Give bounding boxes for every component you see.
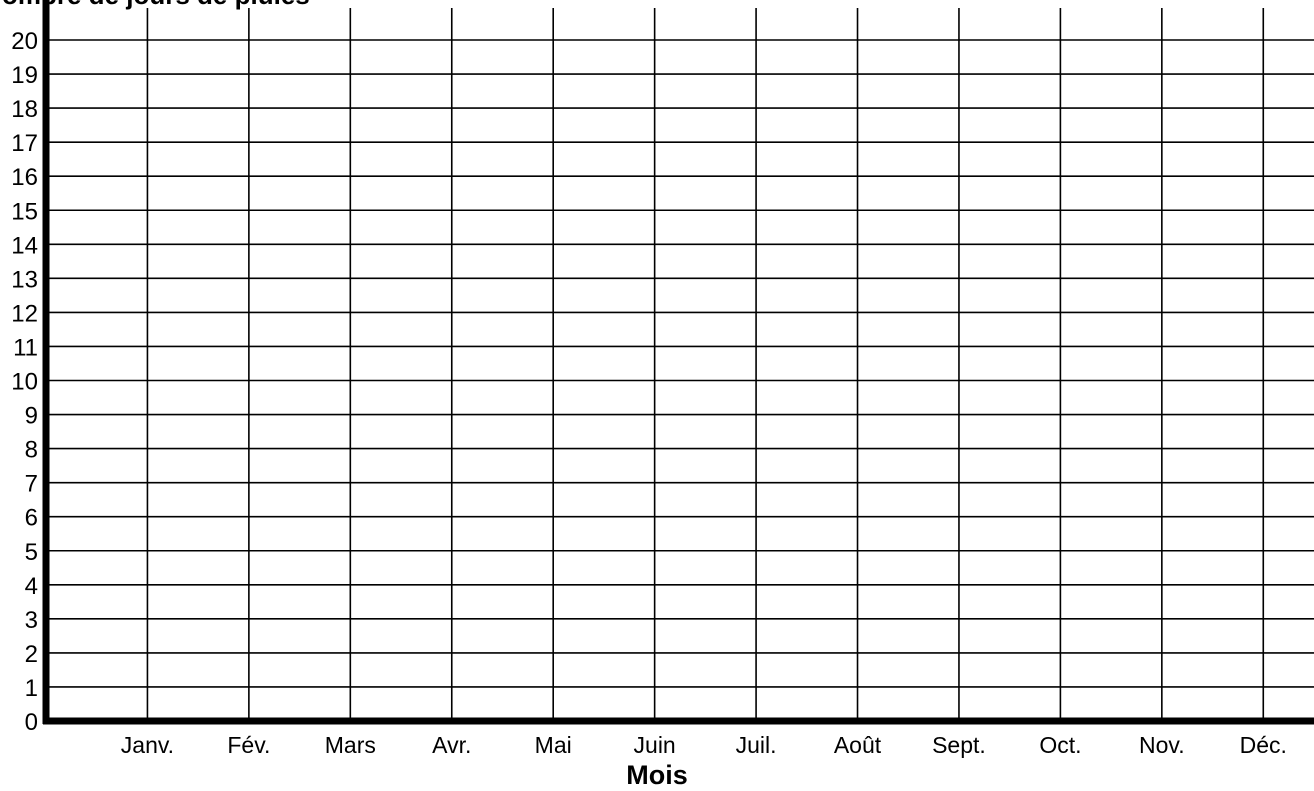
x-tick-label: Fév. bbox=[227, 732, 270, 758]
y-tick-label: 18 bbox=[11, 96, 38, 123]
y-tick-label: 10 bbox=[11, 369, 38, 396]
y-tick-label: 17 bbox=[11, 130, 38, 157]
x-tick-label: Mars bbox=[325, 732, 376, 758]
x-tick-label: Juil. bbox=[736, 732, 777, 758]
y-tick-label: 3 bbox=[25, 607, 38, 634]
y-tick-label: 11 bbox=[13, 334, 38, 361]
y-axis-title: ombre de jours de pluies bbox=[2, 0, 310, 11]
y-tick-label: 14 bbox=[11, 232, 38, 259]
vertical-gridlines bbox=[146, 8, 1265, 721]
y-tick-label: 5 bbox=[25, 539, 38, 566]
x-tick-labels: Janv. Fév. Mars Avr. Mai Juin Juil. Août Sept. Oc… bbox=[121, 732, 1287, 758]
x-tick-label: Déc. bbox=[1240, 732, 1287, 758]
x-tick-label: Janv. bbox=[121, 732, 174, 758]
y-tick-label: 8 bbox=[25, 437, 38, 464]
x-tick-label: Sept. bbox=[932, 732, 986, 758]
x-tick-label: Oct. bbox=[1039, 732, 1081, 758]
y-tick-label: 2 bbox=[25, 641, 38, 668]
y-tick-label: 6 bbox=[25, 505, 38, 532]
y-tick-label: 15 bbox=[11, 198, 38, 225]
x-tick-label: Mai bbox=[535, 732, 572, 758]
y-tick-label: 13 bbox=[11, 266, 38, 293]
y-tick-label: 19 bbox=[11, 62, 38, 89]
x-axis-title: Mois bbox=[626, 760, 688, 790]
y-tick-label: 7 bbox=[25, 471, 38, 498]
y-tick-label: 16 bbox=[11, 164, 38, 191]
y-tick-label: 1 bbox=[25, 675, 38, 702]
axes bbox=[42, 0, 1314, 725]
x-tick-label: Nov. bbox=[1139, 732, 1185, 758]
y-tick-label: 12 bbox=[11, 300, 38, 327]
x-tick-label: Août bbox=[834, 732, 882, 758]
y-tick-label: 4 bbox=[25, 573, 38, 600]
y-tick-label: 20 bbox=[11, 28, 38, 55]
y-tick-label: 9 bbox=[25, 403, 38, 430]
x-tick-label: Juin bbox=[634, 732, 676, 758]
horizontal-gridlines bbox=[46, 39, 1314, 688]
y-tick-label: 0 bbox=[25, 709, 38, 736]
x-tick-label: Avr. bbox=[432, 732, 471, 758]
